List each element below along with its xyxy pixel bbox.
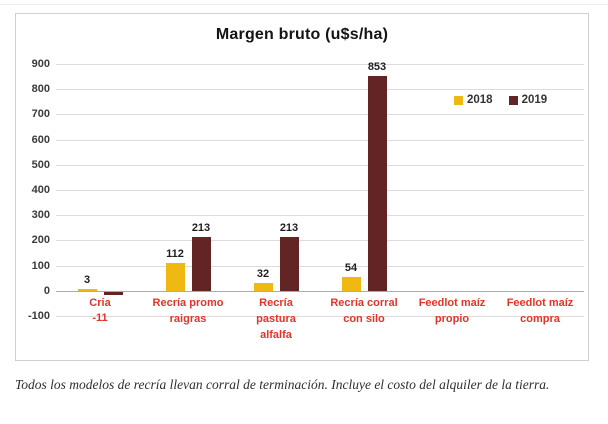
- data-label-2018-0: 3: [83, 274, 91, 286]
- y-tick-label: -100: [27, 310, 50, 322]
- bar-2018-3: [341, 277, 361, 291]
- data-label-2018-1: 112: [166, 247, 184, 260]
- x-axis-line: [56, 290, 584, 292]
- y-tick-label: 700: [31, 108, 50, 121]
- chart-legend: 2018 2019: [454, 94, 547, 106]
- y-tick-label: 400: [31, 184, 50, 196]
- category-label: Recría pastura alfalfa: [256, 297, 296, 341]
- bar-2018-1: [165, 262, 185, 291]
- legend-swatch-2018-icon: [454, 95, 463, 105]
- bar-2019-1: [191, 237, 211, 291]
- bar-2018-2: [253, 282, 273, 291]
- chart-figure: Margen bruto (u$s/ha) 900 800 700 600 500 400…: [15, 13, 589, 361]
- bar-2019-2: [279, 237, 299, 291]
- chart-title: Margen bruto (u$s/ha): [215, 26, 389, 43]
- gridline: [56, 164, 584, 166]
- y-tick-label: 900: [31, 58, 50, 70]
- data-label-2019-1: 213: [191, 222, 211, 235]
- y-tick-label: 100: [31, 259, 50, 272]
- gridline: [56, 114, 584, 116]
- y-tick-label: 200: [31, 234, 50, 247]
- legend-item-2018: 2018: [454, 94, 493, 106]
- data-label-2018-3: 54: [344, 262, 358, 275]
- gridline: [56, 64, 584, 65]
- figure-caption: Todos los modelos de recría llevan corra…: [15, 377, 550, 392]
- category-label: Recría promo raigras: [152, 297, 224, 325]
- data-label-2019-0: -11: [92, 312, 108, 324]
- gridline: [56, 265, 584, 267]
- legend-label-2019: 2019: [521, 94, 548, 106]
- data-label-2018-2: 32: [256, 267, 270, 280]
- data-label-2019-3: 853: [367, 60, 387, 73]
- category-label: Feedlot maíz propio: [418, 297, 486, 325]
- y-tick-label: 0: [43, 284, 50, 297]
- gridline: [56, 190, 584, 191]
- legend-swatch-2019-icon: [508, 95, 518, 105]
- y-tick-label: 300: [31, 209, 50, 222]
- legend-item-2019: 2019: [508, 94, 548, 106]
- category-label: Cria: [89, 297, 111, 309]
- bar-2019-3: [367, 75, 387, 291]
- plot-area: 900 800 700 600 500 400 300 200 100 0 -100 Cria 3 -11…: [16, 14, 588, 360]
- y-tick-label: 500: [31, 158, 50, 171]
- legend-label-2018: 2018: [467, 94, 493, 106]
- y-tick-label: 800: [31, 83, 50, 96]
- gridline: [56, 316, 584, 317]
- bar-2018-0: [77, 289, 97, 291]
- data-label-2019-2: 213: [279, 222, 299, 235]
- gridline: [56, 139, 584, 141]
- gridline: [56, 240, 584, 242]
- gridline: [56, 89, 584, 91]
- y-tick-label: 600: [31, 133, 50, 146]
- category-label: Recría corral con silo: [330, 297, 398, 325]
- window-top-divider: [0, 4, 608, 5]
- category-label: Feedlot maíz compra: [506, 297, 574, 325]
- bar-2019-0: [103, 291, 123, 295]
- gridline: [56, 215, 584, 217]
